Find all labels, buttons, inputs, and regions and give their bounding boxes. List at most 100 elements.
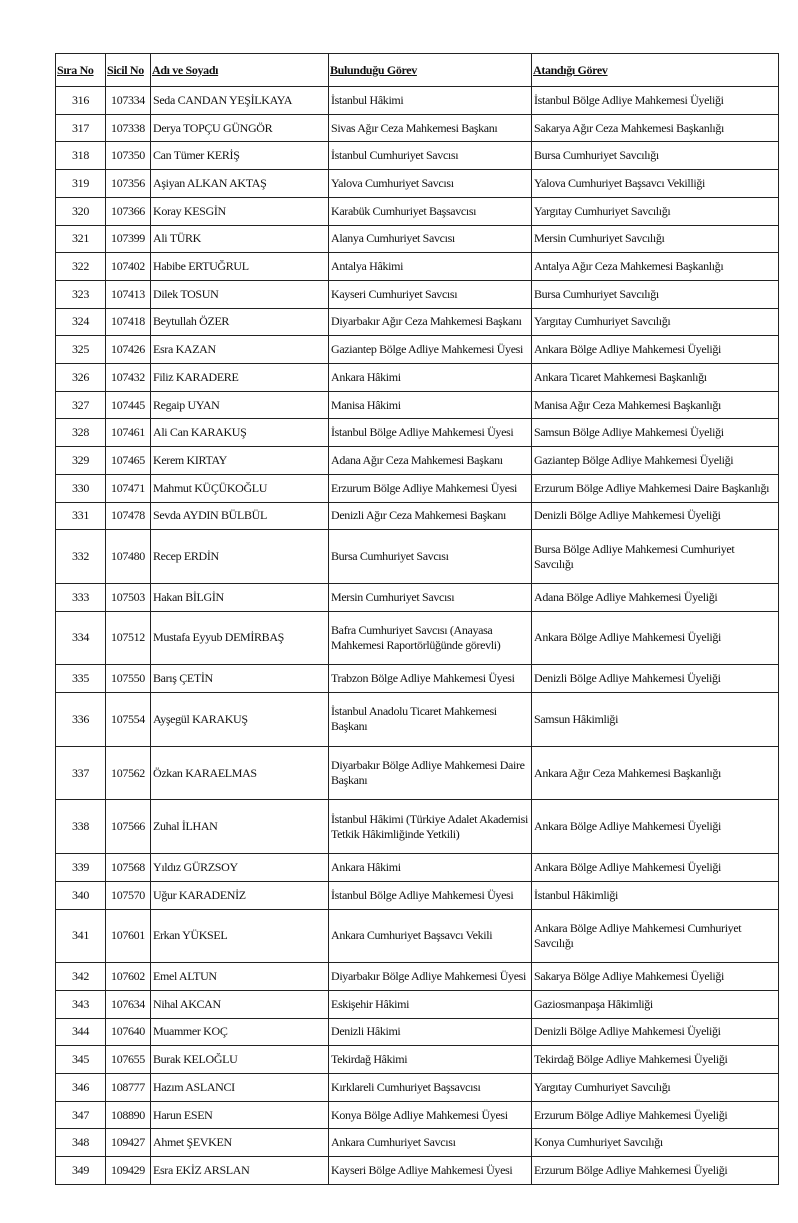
table-row: 321 107399 Ali TÜRK Alanya Cumhuriyet Savcı… xyxy=(55,224,779,254)
table-row: 328 107461 Ali Can KARAKUŞ İstanbul Bölge A… xyxy=(55,418,779,448)
table-row: 336 107554 Ayşegül KARAKUŞ İstanbul Anadolu… xyxy=(55,692,779,747)
cell-adi-soyadi: Ahmet ŞEVKEN xyxy=(150,1128,329,1158)
table-row: 319 107356 Aşiyan ALKAN AKTAŞ Yalova Cumhur… xyxy=(55,169,779,198)
cell-bulundugu-gorev: İstanbul Hâkimi xyxy=(328,86,532,115)
cell-adi-soyadi: Emel ALTUN xyxy=(150,962,329,991)
appointments-table: Sıra No Sicil No Adı ve Soyadı Bulunduğu… xyxy=(55,53,779,1185)
cell-adi-soyadi: Erkan YÜKSEL xyxy=(150,908,329,964)
cell-adi-soyadi: Ali TÜRK xyxy=(150,224,329,254)
table-row: 329 107465 Kerem KIRTAY Adana Ağır Ceza Mah… xyxy=(55,446,779,475)
cell-bulundugu-gorev: Trabzon Bölge Adliye Mahkemesi Üyesi xyxy=(328,664,532,694)
cell-sira-no: 341 xyxy=(55,908,106,964)
cell-sicil-no: 107568 xyxy=(105,853,151,882)
cell-bulundugu-gorev: Diyarbakır Bölge Adliye Mahkemesi Üyesi xyxy=(328,962,532,991)
cell-sicil-no: 107634 xyxy=(105,989,151,1019)
cell-sicil-no: 107413 xyxy=(105,279,151,309)
cell-sira-no: 322 xyxy=(55,252,106,281)
header-atandigi-gorev: Atandığı Görev xyxy=(531,53,779,87)
cell-adi-soyadi: Zuhal İLHAN xyxy=(150,799,329,855)
cell-sicil-no: 107601 xyxy=(105,908,151,964)
table-row: 326 107432 Filiz KARADERE Ankara Hâkimi Anka… xyxy=(55,363,779,392)
table-row: 333 107503 Hakan BİLGİN Mersin Cumhuriyet S… xyxy=(55,582,779,612)
cell-bulundugu-gorev: Yalova Cumhuriyet Savcısı xyxy=(328,169,532,198)
cell-adi-soyadi: Barış ÇETİN xyxy=(150,664,329,694)
table-row: 332 107480 Recep ERDİN Bursa Cumhuriyet Sav… xyxy=(55,529,779,584)
cell-sira-no: 334 xyxy=(55,610,106,666)
cell-sicil-no: 107566 xyxy=(105,799,151,855)
cell-sira-no: 330 xyxy=(55,473,106,503)
cell-sicil-no: 107570 xyxy=(105,880,151,910)
cell-atandigi-gorev: Ankara Bölge Adliye Mahkemesi Üyeliği xyxy=(531,853,779,882)
cell-adi-soyadi: Muammer KOÇ xyxy=(150,1017,329,1047)
cell-adi-soyadi: Seda CANDAN YEŞİLKAYA xyxy=(150,86,329,115)
table-row: 346 108777 Hazım ASLANCI Kırklareli Cumhuri… xyxy=(55,1073,779,1102)
cell-sira-no: 320 xyxy=(55,196,106,226)
table-row: 318 107350 Can Tümer KERİŞ İstanbul Cumhuri… xyxy=(55,141,779,171)
cell-atandigi-gorev: Yargıtay Cumhuriyet Savcılığı xyxy=(531,1073,779,1102)
cell-atandigi-gorev: Manisa Ağır Ceza Mahkemesi Başkanlığı xyxy=(531,390,779,420)
table-row: 322 107402 Habibe ERTUĞRUL Antalya Hâkimi An… xyxy=(55,252,779,281)
cell-atandigi-gorev: Ankara Bölge Adliye Mahkemesi Üyeliği xyxy=(531,335,779,365)
cell-sira-no: 318 xyxy=(55,141,106,171)
cell-adi-soyadi: Hakan BİLGİN xyxy=(150,582,329,612)
table-row: 337 107562 Özkan KARAELMAS Diyarbakır Bölge… xyxy=(55,745,779,801)
cell-atandigi-gorev: Erzurum Bölge Adliye Mahkemesi Üyeliği xyxy=(531,1100,779,1130)
cell-adi-soyadi: Filiz KARADERE xyxy=(150,363,329,392)
table-row: 317 107338 Derya TOPÇU GÜNGÖR Sivas Ağır Ce… xyxy=(55,113,779,143)
cell-adi-soyadi: Regaip UYAN xyxy=(150,390,329,420)
cell-bulundugu-gorev: İstanbul Bölge Adliye Mahkemesi Üyesi xyxy=(328,880,532,910)
cell-sira-no: 339 xyxy=(55,853,106,882)
cell-atandigi-gorev: Denizli Bölge Adliye Mahkemesi Üyeliği xyxy=(531,664,779,694)
cell-bulundugu-gorev: Kırklareli Cumhuriyet Başsavcısı xyxy=(328,1073,532,1102)
table-row: 334 107512 Mustafa Eyyub DEMİRBAŞ Bafra Cum… xyxy=(55,610,779,666)
cell-sicil-no: 107478 xyxy=(105,501,151,531)
cell-sira-no: 326 xyxy=(55,363,106,392)
cell-sicil-no: 107480 xyxy=(105,529,151,584)
cell-adi-soyadi: Koray KESGİN xyxy=(150,196,329,226)
cell-sira-no: 347 xyxy=(55,1100,106,1130)
table-row: 340 107570 Uğur KARADENİZ İstanbul Bölge Ad… xyxy=(55,880,779,910)
cell-adi-soyadi: Özkan KARAELMAS xyxy=(150,745,329,801)
cell-sira-no: 343 xyxy=(55,989,106,1019)
cell-sira-no: 348 xyxy=(55,1128,106,1158)
cell-sira-no: 327 xyxy=(55,390,106,420)
header-sicil-no: Sicil No xyxy=(105,53,151,87)
cell-bulundugu-gorev: İstanbul Hâkimi (Türkiye Adalet Akademis… xyxy=(328,799,532,855)
table-row: 338 107566 Zuhal İLHAN İstanbul Hâkimi (Tür… xyxy=(55,799,779,855)
cell-adi-soyadi: Aşiyan ALKAN AKTAŞ xyxy=(150,169,329,198)
table-row: 320 107366 Koray KESGİN Karabük Cumhuriyet … xyxy=(55,196,779,226)
cell-atandigi-gorev: Ankara Bölge Adliye Mahkemesi Üyeliği xyxy=(531,799,779,855)
cell-sicil-no: 107554 xyxy=(105,692,151,747)
cell-sicil-no: 107471 xyxy=(105,473,151,503)
cell-sicil-no: 107550 xyxy=(105,664,151,694)
cell-atandigi-gorev: Erzurum Bölge Adliye Mahkemesi Daire Baş… xyxy=(531,473,779,503)
cell-atandigi-gorev: Gaziantep Bölge Adliye Mahkemesi Üyeliği xyxy=(531,446,779,475)
cell-atandigi-gorev: Gaziosmanpaşa Hâkimliği xyxy=(531,989,779,1019)
cell-sira-no: 345 xyxy=(55,1045,106,1074)
cell-bulundugu-gorev: Ankara Hâkimi xyxy=(328,853,532,882)
cell-bulundugu-gorev: İstanbul Bölge Adliye Mahkemesi Üyesi xyxy=(328,418,532,448)
cell-adi-soyadi: Dilek TOSUN xyxy=(150,279,329,309)
cell-bulundugu-gorev: Kayseri Bölge Adliye Mahkemesi Üyesi xyxy=(328,1156,532,1185)
cell-adi-soyadi: Ayşegül KARAKUŞ xyxy=(150,692,329,747)
cell-atandigi-gorev: Samsun Hâkimliği xyxy=(531,692,779,747)
cell-bulundugu-gorev: Gaziantep Bölge Adliye Mahkemesi Üyesi xyxy=(328,335,532,365)
cell-adi-soyadi: Harun ESEN xyxy=(150,1100,329,1130)
cell-sira-no: 324 xyxy=(55,307,106,337)
header-adi-soyadi: Adı ve Soyadı xyxy=(150,53,329,87)
cell-bulundugu-gorev: Sivas Ağır Ceza Mahkemesi Başkanı xyxy=(328,113,532,143)
cell-atandigi-gorev: Denizli Bölge Adliye Mahkemesi Üyeliği xyxy=(531,501,779,531)
table-row: 341 107601 Erkan YÜKSEL Ankara Cumhuriyet B… xyxy=(55,908,779,964)
cell-sira-no: 317 xyxy=(55,113,106,143)
table-row: 344 107640 Muammer KOÇ Denizli Hâkimi Denizl… xyxy=(55,1017,779,1047)
cell-bulundugu-gorev: Kayseri Cumhuriyet Savcısı xyxy=(328,279,532,309)
cell-sicil-no: 107366 xyxy=(105,196,151,226)
cell-adi-soyadi: Uğur KARADENİZ xyxy=(150,880,329,910)
cell-sira-no: 325 xyxy=(55,335,106,365)
cell-sicil-no: 107402 xyxy=(105,252,151,281)
cell-sicil-no: 107655 xyxy=(105,1045,151,1074)
cell-atandigi-gorev: Yalova Cumhuriyet Başsavcı Vekilliği xyxy=(531,169,779,198)
cell-adi-soyadi: Hazım ASLANCI xyxy=(150,1073,329,1102)
cell-bulundugu-gorev: Diyarbakır Bölge Adliye Mahkemesi Daire … xyxy=(328,745,532,801)
cell-sicil-no: 108890 xyxy=(105,1100,151,1130)
